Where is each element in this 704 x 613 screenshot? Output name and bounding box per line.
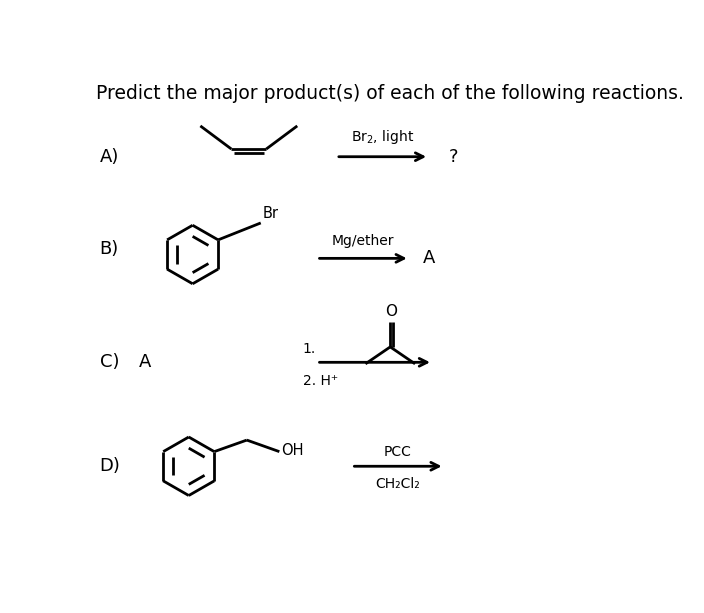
Text: CH₂Cl₂: CH₂Cl₂ [376,477,420,491]
Text: A: A [139,353,151,371]
Text: B): B) [100,240,119,258]
Text: OH: OH [281,443,303,457]
Text: ?: ? [448,148,458,166]
Text: A: A [423,249,435,267]
Text: 2. H⁺: 2. H⁺ [303,374,338,388]
Text: A): A) [100,148,119,166]
Text: C): C) [100,353,119,371]
Text: Mg/ether: Mg/ether [332,234,394,248]
Text: Br: Br [263,207,278,221]
Text: D): D) [100,457,120,475]
Text: Predict the major product(s) of each of the following reactions.: Predict the major product(s) of each of … [96,83,684,102]
Text: O: O [385,304,397,319]
Text: PCC: PCC [384,444,412,459]
Text: Br$_2$, light: Br$_2$, light [351,128,414,146]
Text: 1.: 1. [303,342,316,356]
